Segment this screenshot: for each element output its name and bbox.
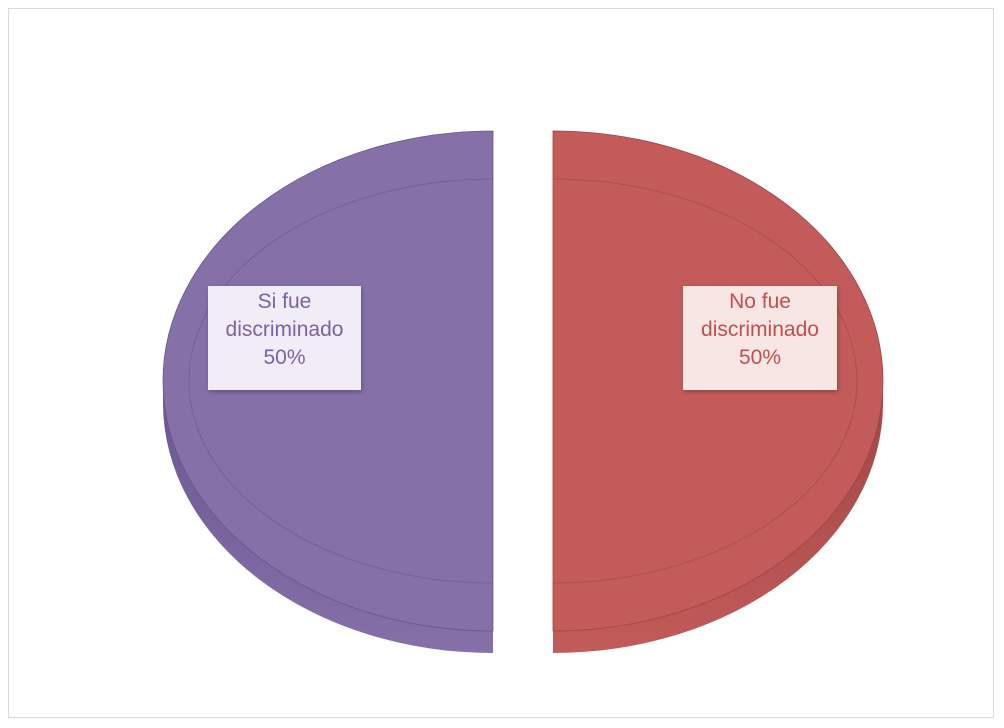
- data-label-si-fue-discriminado: Si fue discriminado 50%: [208, 286, 361, 390]
- data-label-no-fue-discriminado: No fue discriminado 50%: [683, 286, 837, 390]
- pie-slice-bevel-0: [188, 178, 494, 584]
- data-label-percent: 50%: [263, 346, 306, 369]
- data-label-line2: discriminado: [225, 318, 344, 341]
- data-label-percent: 50%: [738, 346, 782, 369]
- pie-slice-bevel-1: [552, 178, 858, 584]
- pie-slice-side-1: [553, 381, 883, 653]
- data-label-line1: No fue: [729, 290, 791, 313]
- pie-slice-side-0: [163, 381, 493, 653]
- data-label-line1: Si fue: [257, 290, 312, 313]
- data-label-line2: discriminado: [701, 318, 819, 341]
